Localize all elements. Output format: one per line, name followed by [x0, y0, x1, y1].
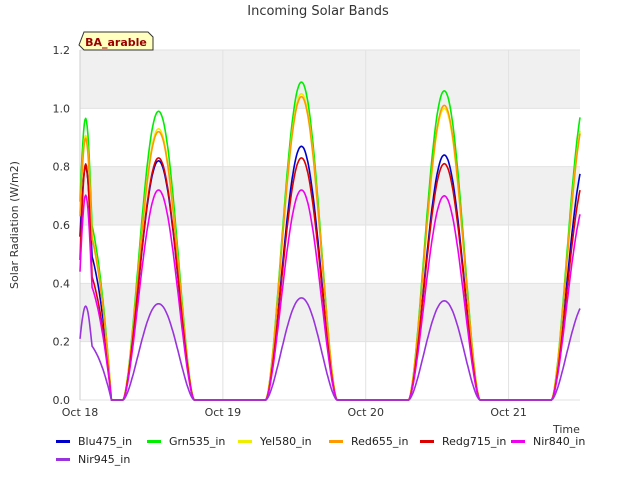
- legend-label: Nir945_in: [78, 453, 131, 466]
- legend-item: Blu475_in: [56, 435, 132, 448]
- annotation-label: BA_arable: [85, 36, 147, 49]
- legend-item: Yel580_in: [238, 435, 312, 448]
- legend-item: Red655_in: [329, 435, 408, 448]
- legend-swatch: [147, 440, 161, 443]
- y-tick-labels: 0.0 0.2 0.4 0.6 0.8 1.0 1.2: [53, 44, 71, 407]
- legend-swatch: [511, 440, 525, 443]
- grid-band: [80, 50, 580, 109]
- x-axis-label: Time: [552, 423, 580, 436]
- y-tick-label: 1.0: [53, 102, 71, 115]
- y-tick-label: 0.8: [53, 161, 71, 174]
- series-line-nir945_in: [79, 297, 581, 401]
- x-tick-labels: Oct 18 Oct 19 Oct 20 Oct 21: [62, 406, 527, 419]
- x-tick-label: Oct 18: [62, 406, 99, 419]
- grid-band: [80, 283, 580, 342]
- legend-swatch: [329, 440, 343, 443]
- grid-bands: [80, 50, 580, 342]
- legend-label: Grn535_in: [169, 435, 226, 448]
- legend-label: Yel580_in: [260, 435, 312, 448]
- x-tick-label: Oct 21: [490, 406, 527, 419]
- series-layer: [79, 81, 581, 401]
- legend-swatch: [56, 440, 70, 443]
- legend-label: Redg715_in: [442, 435, 507, 448]
- legend-label: Blu475_in: [78, 435, 133, 448]
- chart-title: Incoming Solar Bands: [247, 4, 389, 19]
- x-tick-label: Oct 19: [205, 406, 242, 419]
- y-tick-label: 0.6: [53, 219, 71, 232]
- y-axis-label: Solar Radiation (W/m2): [8, 161, 21, 289]
- legend-swatch: [56, 458, 70, 461]
- legend-item: Redg715_in: [420, 435, 506, 448]
- x-tick-label: Oct 20: [347, 406, 384, 419]
- legend-item: Nir840_in: [511, 435, 585, 448]
- legend-item: Nir945_in: [56, 453, 130, 466]
- annotation-box: BA_arable: [78, 31, 154, 51]
- legend-item: Grn535_in: [147, 435, 225, 448]
- legend-label: Nir840_in: [533, 435, 586, 448]
- legend-swatch: [420, 440, 434, 443]
- y-tick-label: 0.4: [53, 277, 71, 290]
- legend-label: Red655_in: [351, 435, 409, 448]
- y-tick-label: 1.2: [53, 44, 71, 57]
- y-tick-label: 0.2: [53, 336, 71, 349]
- legend-swatch: [238, 440, 252, 443]
- y-tick-label: 0.0: [53, 394, 71, 407]
